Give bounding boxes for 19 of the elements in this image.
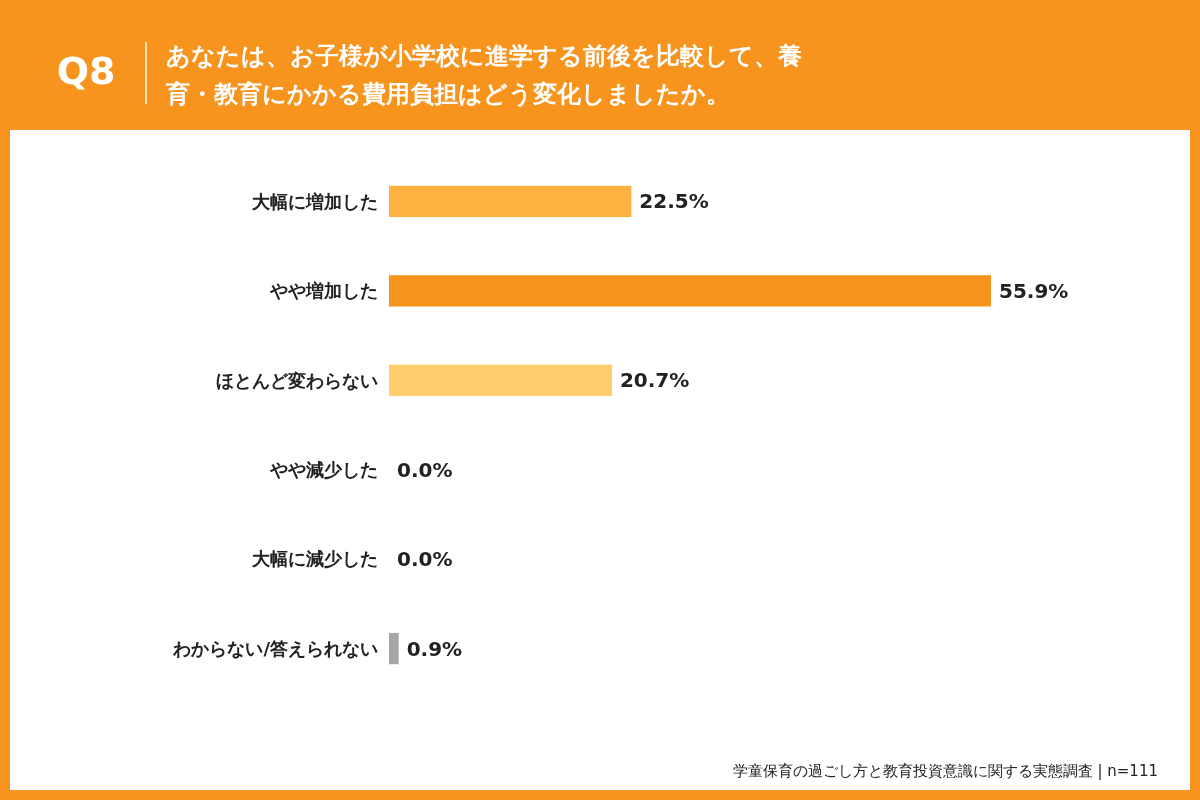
y-tick-label: やや減少した <box>269 459 378 481</box>
data-label: 0.0% <box>397 547 453 572</box>
y-tick-label: わからない/答えられない <box>172 637 378 659</box>
y-tick-label: 大幅に減少した <box>251 548 378 570</box>
y-tick-label: ほとんど変わらない <box>216 369 378 391</box>
bar <box>389 364 612 396</box>
data-label: 20.7% <box>619 368 690 393</box>
y-tick-label: 大幅に増加した <box>251 190 378 212</box>
data-label: 55.9% <box>999 278 1069 303</box>
data-label: 0.0% <box>397 457 453 482</box>
data-label: 0.9% <box>406 636 463 661</box>
data-label: 22.5% <box>639 189 709 214</box>
y-tick-label: やや増加した <box>269 280 378 302</box>
text: 学童保育の過ごし方と教育投資意識に関する実態調査 | n=111 <box>732 762 1158 780</box>
bar <box>389 185 632 218</box>
bar <box>389 632 399 665</box>
chart-title: あなたは、お子様が小学校に進学する前後を比較して、養育・教育にかかる費用負担はどう変化しましたか。 <box>165 42 802 108</box>
bar <box>389 275 991 307</box>
text: Q8 <box>56 49 116 93</box>
